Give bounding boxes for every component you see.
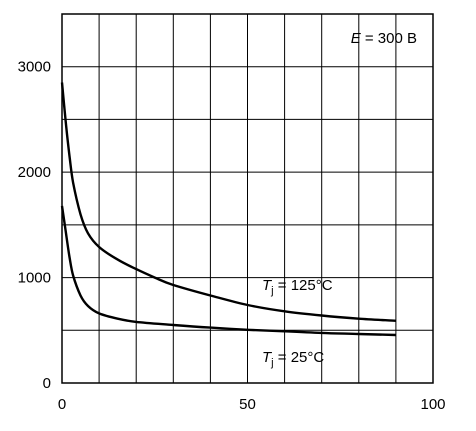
series-line-125c	[60, 82, 396, 322]
series-label-125c-var: T	[262, 277, 273, 294]
voltage-annotation-var: E	[351, 30, 362, 47]
series-label-125c-rest: = 125°C	[274, 277, 333, 294]
y-tick-label: 1000	[18, 270, 51, 287]
y-axis-ticks: 0 1000 2000 3000	[18, 59, 51, 392]
series-label-25c-rest: = 25°C	[274, 349, 325, 366]
series-group	[60, 82, 396, 337]
series-label-25c-var: T	[262, 349, 273, 366]
y-tick-label: 2000	[18, 164, 51, 181]
series-line-25c	[60, 205, 396, 337]
series-label-125c-sub: j	[270, 285, 273, 297]
plot-frame	[61, 13, 434, 384]
series-label-25c-sub: j	[270, 357, 273, 369]
grid	[62, 14, 433, 383]
x-tick-label: 100	[420, 396, 445, 413]
y-tick-label: 3000	[18, 59, 51, 76]
x-tick-label: 50	[239, 396, 256, 413]
x-axis-ticks: 0 50 100	[58, 396, 446, 413]
series-label-125c: Tj = 125°C	[262, 277, 333, 297]
voltage-annotation: E = 300 В	[351, 30, 417, 47]
voltage-annotation-rest: = 300 В	[361, 30, 417, 47]
series-label-25c: Tj = 25°C	[262, 349, 324, 369]
x-tick-label: 0	[58, 396, 66, 413]
y-tick-label: 0	[43, 375, 51, 392]
